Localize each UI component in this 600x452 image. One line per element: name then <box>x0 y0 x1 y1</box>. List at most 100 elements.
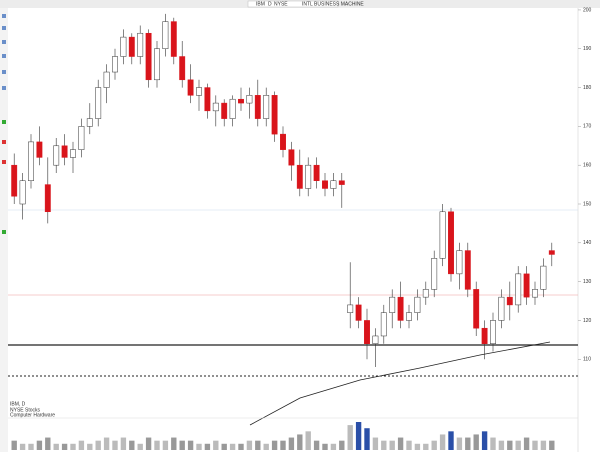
info-sector: Computer Hardware <box>10 412 55 418</box>
volume-bar <box>137 443 143 450</box>
exchange: NYSE <box>274 1 288 7</box>
volume-bar <box>347 425 353 450</box>
candle-body <box>28 141 34 181</box>
volume-bar <box>540 440 547 450</box>
candle-body <box>162 21 169 50</box>
y-tick-label: 170 <box>583 124 592 130</box>
candle-body <box>86 118 93 127</box>
candle-body <box>506 296 513 306</box>
symbol[interactable]: IBM <box>256 1 265 7</box>
y-tick-label: 150 <box>583 201 592 207</box>
volume-bar <box>372 437 379 450</box>
volume-bar <box>87 443 93 450</box>
candle-body <box>120 36 127 57</box>
candle-body <box>397 296 404 321</box>
candle-body <box>473 289 480 329</box>
tool-icons[interactable] <box>2 14 6 234</box>
volume-bar <box>120 437 127 450</box>
volume-bar <box>145 437 152 450</box>
volume-bar <box>154 440 160 450</box>
trend-line <box>249 341 551 426</box>
y-tick-label: 140 <box>583 240 592 246</box>
candle-body <box>305 164 312 189</box>
candle-body <box>271 95 278 135</box>
info-exchange: NYSE Stocks <box>10 407 41 413</box>
volume-bar <box>129 440 135 450</box>
candle-body <box>170 21 177 57</box>
volume-bar <box>61 443 68 450</box>
candle-body <box>498 296 505 321</box>
y-tick-label: 200 <box>583 7 592 13</box>
candle-body <box>288 149 295 166</box>
y-tick-label: 120 <box>583 318 592 324</box>
volume-bar <box>263 443 269 450</box>
candle-body <box>145 32 152 81</box>
candle-body <box>61 145 68 158</box>
volume-bar <box>481 431 488 450</box>
candle-body <box>540 265 547 290</box>
volume-bar <box>103 437 110 450</box>
volume-bar <box>549 440 555 450</box>
candle-body <box>389 296 396 313</box>
candle-body <box>448 211 454 275</box>
volume-bar <box>221 443 227 450</box>
candle-body <box>196 87 202 96</box>
interval[interactable]: D <box>268 1 272 7</box>
volume-bar <box>490 437 496 450</box>
candle-body <box>338 180 345 185</box>
volume-bar <box>78 440 85 450</box>
volume-bar <box>448 431 454 450</box>
volume-bar <box>355 422 362 450</box>
volume-bar <box>204 443 211 450</box>
candle-body <box>322 180 328 189</box>
candle-body <box>296 164 303 189</box>
volume-bar <box>255 440 261 450</box>
volume-bar <box>322 443 328 450</box>
y-tick-label: 130 <box>583 279 592 285</box>
candle-body <box>78 126 85 150</box>
volume-bar <box>162 440 169 450</box>
candle-body <box>515 273 522 306</box>
candle-body <box>112 56 118 73</box>
volume-bar <box>246 440 253 450</box>
volume-bar <box>280 440 286 450</box>
candle-body <box>204 87 211 112</box>
y-tick-label: 190 <box>583 46 592 52</box>
volume-bar <box>523 437 530 450</box>
volume-bar <box>36 440 43 450</box>
candle-body <box>179 56 186 81</box>
volume-bar <box>70 443 76 450</box>
candle-body <box>414 296 421 313</box>
candle-body <box>532 289 538 298</box>
candle-body <box>221 102 228 119</box>
volume-bar <box>406 440 412 450</box>
volume-bar <box>339 440 345 450</box>
y-tick-label: 180 <box>583 85 592 91</box>
candle-body <box>36 141 43 158</box>
volume-bar <box>423 443 429 450</box>
volume-bar <box>431 440 437 450</box>
volume-bar <box>19 443 26 450</box>
volume-bar <box>305 431 311 450</box>
volume-bar <box>187 440 194 450</box>
candle-body <box>128 36 135 57</box>
candle-body <box>456 250 463 275</box>
candle-body <box>70 149 76 158</box>
candle-body <box>355 304 362 321</box>
candle-body <box>330 180 337 189</box>
volume-bar <box>473 434 479 450</box>
info-symbol: IBM, D <box>10 401 26 407</box>
candle-body <box>422 289 429 298</box>
company-name: INTL BUSINESS MACHINE <box>302 1 364 7</box>
candle-body <box>95 87 102 119</box>
volume-bar <box>238 443 244 450</box>
volume-bar <box>196 443 202 450</box>
candle-body <box>548 250 555 255</box>
volume-bar <box>364 428 370 450</box>
y-tick-label: 160 <box>583 163 592 169</box>
volume-bar <box>532 440 538 450</box>
volume-bar <box>297 434 303 450</box>
candle-body <box>523 273 530 298</box>
symbol-box[interactable] <box>247 0 339 8</box>
candle-body <box>439 211 446 259</box>
